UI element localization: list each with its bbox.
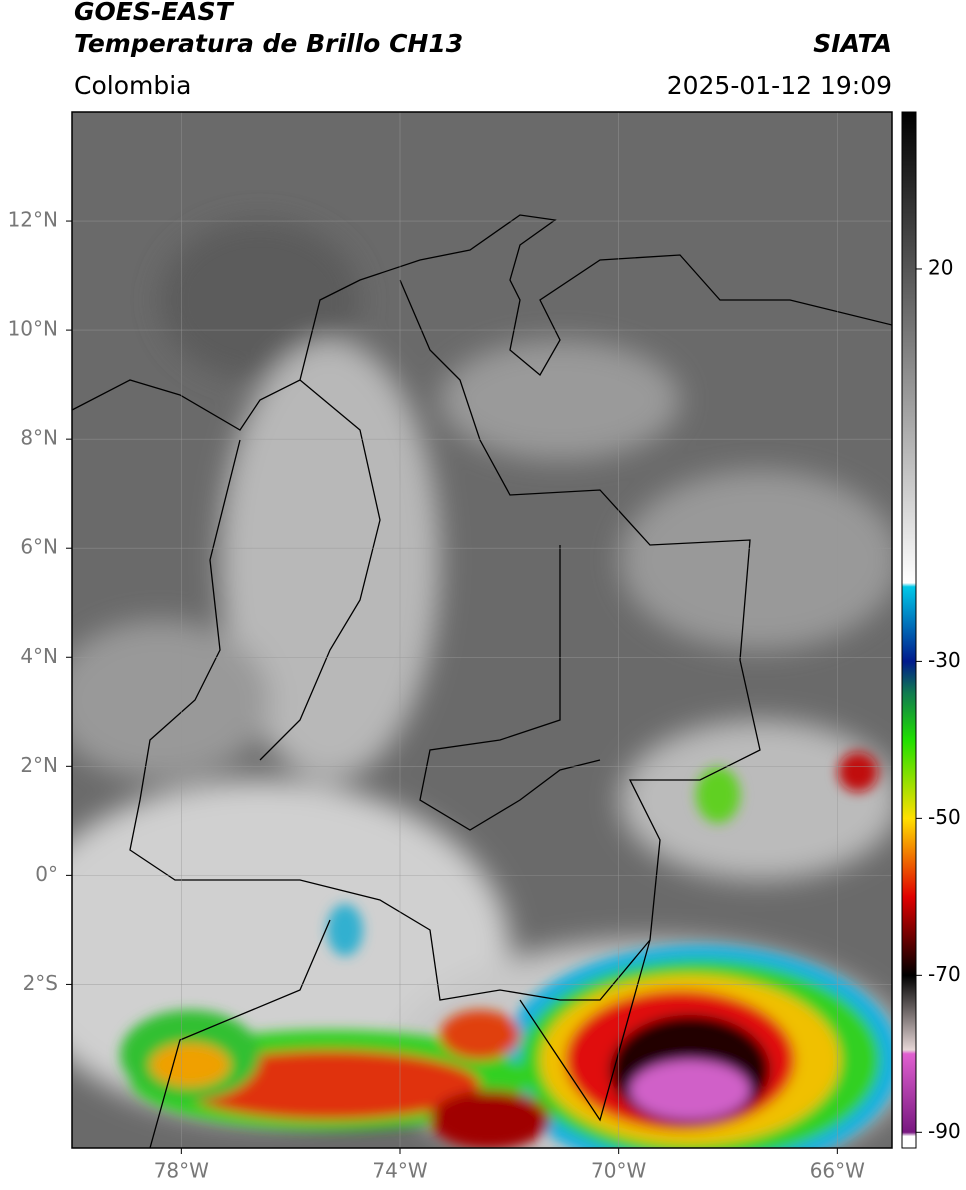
lon-tick-label: 66°W [810,1159,865,1183]
source: SIATA [813,29,892,58]
subtitle: Temperatura de Brillo CH13 [74,29,463,58]
lat-tick-label: 8°N [20,426,58,450]
colorbar [901,111,917,1149]
lat-tick-label: 4°N [20,644,58,668]
lon-tick-label: 78°W [154,1159,209,1183]
lon-tick-label: 70°W [591,1159,646,1183]
lat-tick-label: 2°N [20,753,58,777]
colorbar-tick-label: 20 [928,255,953,279]
datetime: 2025-01-12 19:09 [667,71,892,100]
colorbar-tick-label: -70 [928,962,961,986]
lat-tick-label: 12°N [8,208,58,232]
title: GOES-EAST [74,0,235,26]
lat-tick-label: 10°N [8,317,58,341]
region: Colombia [74,71,191,100]
colorbar-tick-label: -30 [928,648,961,672]
colorbar-tick-label: -50 [928,805,961,829]
satellite-image [72,112,892,1148]
lat-tick-label: 6°N [20,535,58,559]
lon-tick-label: 74°W [372,1159,427,1183]
lat-tick-label: 0° [35,862,58,886]
map-frame [71,111,893,1149]
lat-tick-label: 2°S [23,971,58,995]
colorbar-tick-label: -90 [928,1119,961,1143]
graticule [72,112,892,1148]
